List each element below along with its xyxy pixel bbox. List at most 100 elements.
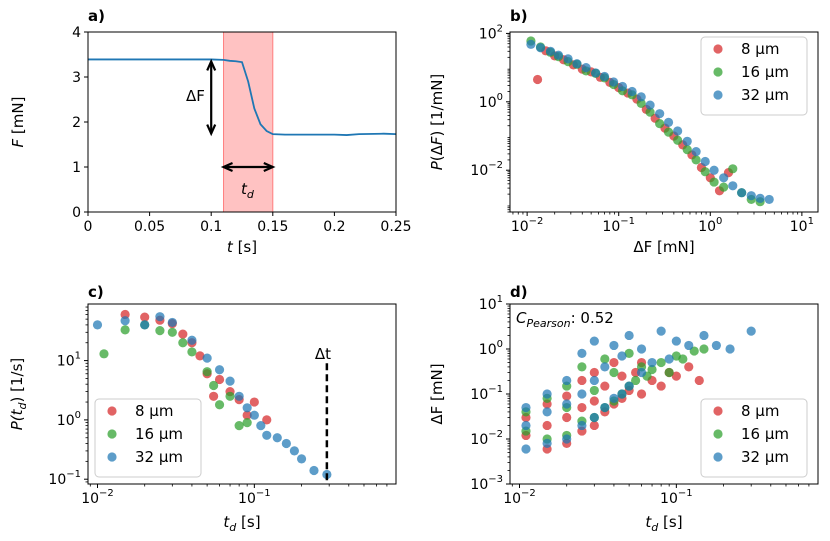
x-tick-label: 10−1 <box>660 488 693 507</box>
delta-f-annotation: ΔF <box>186 87 205 105</box>
y-tick-label: 3 <box>72 70 81 86</box>
x-tick-label: 0.05 <box>134 219 165 235</box>
b-point-2-1 <box>535 43 546 53</box>
b-point-1-19 <box>700 167 710 177</box>
c-point-1-11 <box>234 421 244 431</box>
shaded-region <box>223 32 273 212</box>
y-tick-label: 100 <box>479 339 503 358</box>
d-point-1-22 <box>656 357 666 368</box>
b-point-2-15 <box>663 117 674 128</box>
d-point-2-30 <box>699 330 709 341</box>
d-point-2-8 <box>562 375 572 386</box>
b-point-1-12 <box>636 98 646 108</box>
x-tick-label: 0.2 <box>323 219 345 235</box>
y-tick-label: 102 <box>479 23 503 42</box>
d-point-2-23 <box>636 367 647 378</box>
legend-marker-0 <box>713 406 723 416</box>
legend-marker-1 <box>107 429 117 439</box>
legend-label-0: 8 µm <box>135 402 173 420</box>
panel-a-xlabel: t [s] <box>227 238 257 256</box>
c-point-2-5 <box>187 335 197 345</box>
c-point-0-8 <box>209 391 219 401</box>
d-point-2-31 <box>711 340 721 351</box>
d-point-0-19 <box>617 371 627 381</box>
d-point-2-15 <box>600 402 610 413</box>
b-point-2-16 <box>673 126 683 136</box>
d-point-0-3 <box>542 420 552 431</box>
c-point-1-7 <box>202 367 212 377</box>
d-point-2-21 <box>624 381 634 391</box>
d-point-2-20 <box>617 351 627 361</box>
legend-label-2: 32 µm <box>741 86 789 104</box>
x-tick-label: 0 <box>84 219 93 235</box>
y-tick-label: 10−1 <box>470 384 503 403</box>
c-point-2-17 <box>296 454 307 464</box>
b-point-1-18 <box>691 155 701 165</box>
y-tick-label: 10−3 <box>470 474 503 493</box>
legend-label-1: 16 µm <box>741 63 789 81</box>
b-point-2-18 <box>691 147 701 157</box>
delta-t-label: Δt <box>315 345 331 363</box>
c-point-0-14 <box>262 415 272 425</box>
c-point-2-4 <box>167 317 177 328</box>
d-point-2-14 <box>589 336 599 346</box>
panel-b: b) 10−2 10−1 100 101 10−2 100 102 ΔF [mN] P(ΔF… <box>428 7 819 256</box>
d-point-2-5 <box>542 389 552 399</box>
legend-label-1: 16 µm <box>135 425 183 443</box>
legend-label-2: 32 µm <box>135 448 183 466</box>
d-point-1-14 <box>609 367 619 378</box>
c-point-1-0 <box>99 349 109 359</box>
c-point-2-1 <box>120 316 130 326</box>
d-point-0-17 <box>609 357 619 368</box>
panel-d-xlabel: td [s] <box>645 513 682 534</box>
legend-marker-2 <box>713 90 723 100</box>
c-point-2-11 <box>249 410 259 420</box>
c-point-2-8 <box>225 376 235 386</box>
c-point-2-7 <box>214 365 225 375</box>
x-tick-label: 10−2 <box>503 488 536 507</box>
y-tick-label: 10−2 <box>470 429 503 448</box>
d-point-0-12 <box>589 396 599 406</box>
c-point-1-8 <box>209 380 219 391</box>
legend-label-0: 8 µm <box>741 402 779 420</box>
d-point-0-11 <box>589 420 599 431</box>
y-tick-label: 100 <box>57 410 81 429</box>
b-point-2-14 <box>655 109 665 119</box>
d-point-1-27 <box>699 344 709 354</box>
d-point-2-4 <box>542 407 552 417</box>
t-d-arrowhead-left <box>220 161 233 173</box>
b-point-2-5 <box>572 59 582 69</box>
x-tick-label: 0.25 <box>380 219 411 235</box>
c-point-2-6 <box>202 353 212 363</box>
c-point-2-12 <box>256 421 266 431</box>
d-point-0-13 <box>589 367 599 378</box>
c-point-2-2 <box>140 320 150 330</box>
b-point-2-12 <box>636 92 646 102</box>
legend-marker-2 <box>107 452 117 462</box>
c-point-1-5 <box>178 338 188 348</box>
d-point-1-21 <box>647 364 657 375</box>
d-point-0-9 <box>577 402 587 413</box>
c-point-0-13 <box>249 397 259 407</box>
d-point-1-10 <box>589 385 599 396</box>
c-point-2-3 <box>155 312 165 322</box>
d-point-2-16 <box>600 362 610 372</box>
d-point-2-24 <box>636 344 647 354</box>
legend-marker-0 <box>713 44 723 54</box>
d-point-2-32 <box>725 344 735 354</box>
panel-b-label: b) <box>510 7 528 25</box>
panel-d-ylabel: ΔF [mN] <box>428 363 446 424</box>
x-tick-label: 100 <box>698 216 722 235</box>
d-point-2-13 <box>589 375 599 386</box>
panel-c-xlabel: td [s] <box>223 513 260 534</box>
b-point-2-19 <box>700 156 710 167</box>
x-tick-label: 10−1 <box>602 216 635 235</box>
b-point-1-13 <box>645 107 655 117</box>
y-tick-label: 4 <box>72 25 81 41</box>
d-point-2-27 <box>664 354 674 364</box>
d-point-2-7 <box>562 399 572 409</box>
b-point-2-7 <box>591 68 601 78</box>
d-point-1-25 <box>678 354 688 364</box>
d-point-2-22 <box>624 330 634 341</box>
delta-f-arrowhead-bottom <box>206 124 217 137</box>
